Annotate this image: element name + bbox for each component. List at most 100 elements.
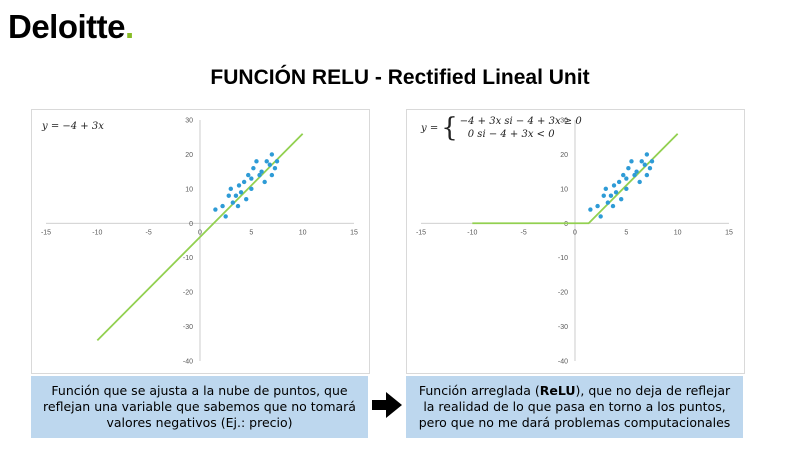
data-point — [267, 162, 273, 167]
y-tick-label: -40 — [183, 359, 193, 366]
left-chart: -15 -10 -5 0 5 10 15 -40 -30 -20 -10 0 10 20 30 — [41, 118, 358, 366]
data-point — [605, 200, 611, 205]
data-point — [244, 196, 249, 202]
data-point — [588, 207, 593, 212]
data-point — [249, 186, 254, 192]
left-chart-panel: -15 -10 -5 0 5 10 15 -40 -30 -20 -10 0 10 20 30 y = −4… — [31, 109, 370, 374]
data-point — [259, 169, 264, 174]
data-point — [629, 159, 634, 164]
y-tick-label: -10 — [558, 255, 568, 262]
x-tick-label: -5 — [146, 229, 152, 236]
data-point — [610, 203, 616, 209]
data-point — [223, 214, 228, 219]
right-text-before: Función arreglada ( — [418, 383, 540, 398]
data-point — [647, 166, 653, 171]
right-formula-row2: 0 si − 4 + 3x < 0 — [467, 129, 555, 140]
data-point — [235, 203, 241, 209]
data-point — [257, 172, 262, 178]
data-point — [598, 214, 603, 219]
data-point — [269, 172, 275, 178]
x-tick-label: -10 — [92, 229, 102, 236]
y-tick-label: -10 — [183, 255, 193, 262]
brace-glyph: { — [441, 113, 458, 143]
data-point — [644, 152, 650, 157]
data-point — [624, 176, 629, 181]
x-tick-label: 5 — [249, 229, 253, 236]
data-point — [626, 166, 631, 171]
data-point — [613, 190, 619, 195]
data-point — [233, 193, 239, 198]
data-point — [621, 172, 626, 178]
data-point — [624, 186, 629, 192]
data-point — [213, 207, 218, 212]
y-tick-label: 10 — [560, 186, 568, 193]
data-point — [632, 172, 637, 178]
y-tick-label: 10 — [185, 186, 193, 193]
data-point — [274, 159, 280, 164]
y-tick-label: -40 — [558, 359, 568, 366]
data-point — [608, 193, 614, 198]
y-tick-label: -20 — [183, 290, 193, 297]
fit-line — [472, 133, 679, 225]
data-point — [264, 159, 269, 164]
relu-bold: ReLU — [539, 383, 576, 398]
data-point — [637, 179, 642, 185]
x-tick-label: -10 — [467, 229, 477, 236]
data-point — [603, 186, 608, 192]
data-point — [254, 159, 259, 164]
y-tick-label: 0 — [564, 221, 568, 228]
right-chart-panel: -15 -10 -5 0 5 10 15 -40 -30 -20 -10 0 10 20 30 y = { … — [406, 109, 745, 374]
data-point — [262, 179, 267, 185]
data-point — [228, 186, 233, 192]
x-tick-label: 10 — [674, 229, 682, 236]
x-tick-label: 10 — [299, 229, 307, 236]
left-formula: y = −4 + 3x — [42, 121, 104, 132]
data-point — [634, 169, 639, 174]
data-point — [611, 183, 617, 188]
right-description-box: Función arreglada (ReLU), que no deja de… — [406, 376, 743, 438]
left-description-box: Función que se ajusta a la nube de punto… — [31, 376, 368, 438]
x-tick-label: -5 — [521, 229, 527, 236]
y-tick-label: 30 — [560, 118, 568, 125]
right-formula-lhs: y = — [421, 122, 439, 134]
data-point — [642, 162, 648, 167]
right-arrow-icon — [372, 392, 402, 418]
x-tick-label: 5 — [624, 229, 628, 236]
slide-title: FUNCIÓN RELU - Rectified Lineal Unit — [210, 66, 590, 89]
x-tick-label: -15 — [416, 229, 426, 236]
right-text-after: ), que no deja de reflejar la realidad d… — [418, 383, 731, 430]
data-point — [241, 179, 247, 185]
y-tick-label: -30 — [183, 324, 193, 331]
deloitte-logo: Deloitte. — [8, 8, 134, 46]
y-tick-label: 20 — [560, 152, 568, 159]
y-tick-label: -30 — [558, 324, 568, 331]
data-point — [249, 176, 254, 181]
logo-dot: . — [125, 8, 134, 45]
right-description-text: Función arreglada (ReLU), que no deja de… — [412, 383, 737, 431]
right-chart: -15 -10 -5 0 5 10 15 -40 -30 -20 -10 0 10 20 30 — [416, 118, 733, 366]
data-point — [251, 166, 256, 171]
x-tick-label: 0 — [198, 229, 202, 236]
x-tick-label: 15 — [350, 229, 358, 236]
data-point — [220, 203, 225, 209]
y-tick-label: 20 — [185, 152, 193, 159]
data-point — [238, 190, 244, 195]
logo-text: Deloitte — [8, 8, 126, 45]
data-point — [601, 193, 606, 198]
y-tick-label: 0 — [189, 221, 193, 228]
x-tick-label: 0 — [573, 229, 577, 236]
data-point — [236, 183, 242, 188]
left-description-text: Función que se ajusta a la nube de punto… — [43, 383, 356, 430]
data-point — [269, 152, 275, 157]
x-tick-label: -15 — [41, 229, 51, 236]
x-tick-label: 15 — [725, 229, 733, 236]
data-point — [639, 159, 644, 164]
data-point — [619, 196, 624, 202]
fit-line — [96, 133, 304, 341]
right-formula: y = { −4 + 3x si − 4 + 3x ≥ 0 0 si − 4 +… — [421, 115, 582, 141]
right-formula-row1: −4 + 3x si − 4 + 3x ≥ 0 — [459, 116, 582, 127]
data-point — [272, 166, 278, 171]
data-point — [230, 200, 236, 205]
y-tick-label: 30 — [185, 118, 193, 125]
data-point — [226, 193, 231, 198]
